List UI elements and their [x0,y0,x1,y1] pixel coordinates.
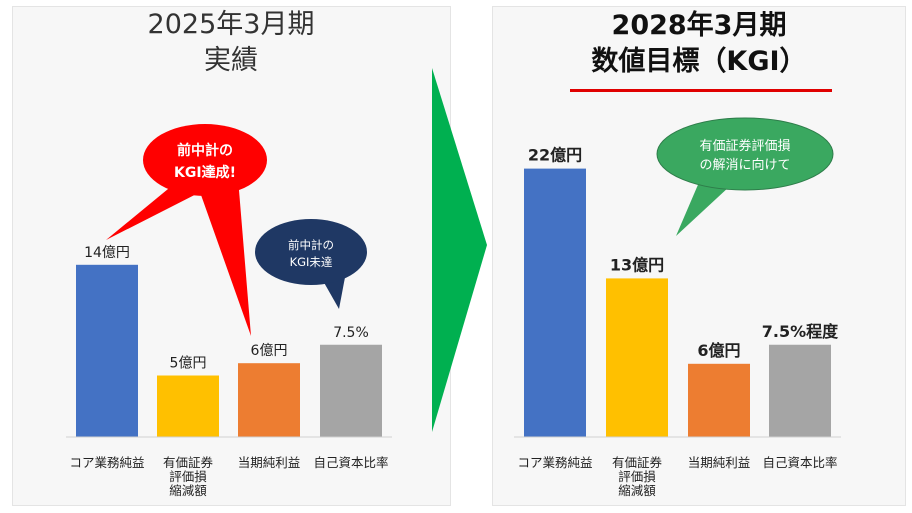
category-label-actual-3-0: 自己資本比率 [313,455,388,470]
category-label-target-1-0: 有価証券 [612,455,663,470]
data-label-actual-1: 5億円 [170,356,207,372]
red-callout-body [143,124,267,196]
bar-actual-2 [238,363,300,437]
data-label-actual-0: 14億円 [84,245,130,261]
red-callout-line1: 前中計の [177,142,233,159]
right-title-line2: 数値目標（KGI） [591,46,807,77]
category-label-actual-1-1: 評価損 [169,469,207,484]
bar-target-3 [769,344,831,437]
red-callout: 前中計の KGI達成! [106,124,267,336]
left-title-line2: 実績 [204,45,258,76]
bar-target-1 [606,278,668,437]
bar-target-2 [688,363,750,437]
data-label-target-3: 7.5%程度 [762,322,839,341]
category-label-target-1-2: 縮減額 [618,483,656,498]
red-callout-line2: KGI達成! [174,164,236,181]
left-title-line1: 2025年3月期 [147,9,315,40]
category-label-actual-0-0: コア業務純益 [69,455,144,470]
data-label-target-2: 6億円 [697,341,740,360]
navy-callout-body [255,219,367,285]
category-label-actual-1-0: 有価証券 [163,455,214,470]
right-title-line1: 2028年3月期 [611,10,787,41]
bar-actual-1 [157,375,219,437]
bar-actual-3 [320,344,382,437]
category-label-target-3-0: 自己資本比率 [762,455,837,470]
navy-callout-line1: 前中計の [288,238,334,252]
right-title: 2028年3月期 数値目標（KGI） [496,8,902,80]
data-label-target-1: 13億円 [610,255,664,274]
data-label-actual-2: 6億円 [251,343,288,359]
green-callout-body [656,117,834,191]
category-label-target-0-0: コア業務純益 [517,455,592,470]
left-title: 2025年3月期 実績 [0,7,462,79]
red-callout-tail [195,178,251,336]
data-label-target-0: 22億円 [528,146,582,165]
green-callout-line2: の解消に向けて [699,157,790,173]
category-label-actual-2-0: 当期純利益 [238,455,301,470]
data-label-actual-3: 7.5% [333,325,369,341]
navy-callout-line2: KGI未達 [290,255,333,269]
navy-callout: 前中計の KGI未達 [255,219,367,309]
green-callout: 有価証券評価損 の解消に向けて [656,117,834,236]
bar-target-0 [524,168,586,437]
green-callout-line1: 有価証券評価損 [699,138,790,154]
category-label-actual-1-2: 縮減額 [169,483,207,498]
title-underline [570,89,832,92]
category-label-target-1-1: 評価損 [618,469,656,484]
green-callout-tail [676,180,730,236]
green-arrow [432,68,487,432]
bar-actual-0 [76,264,138,437]
category-label-target-2-0: 当期純利益 [688,455,751,470]
